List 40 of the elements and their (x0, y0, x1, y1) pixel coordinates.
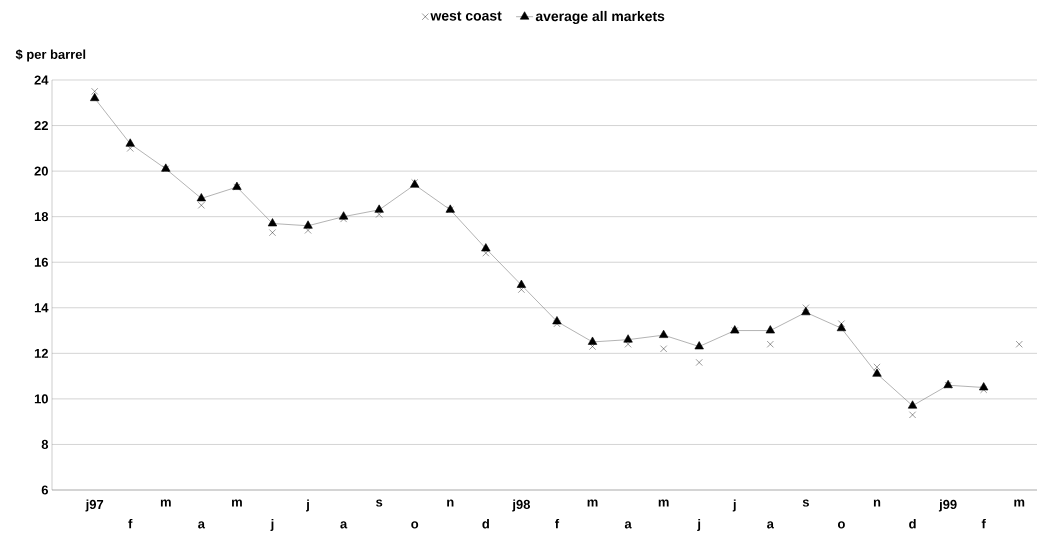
x-tick-label: j99 (938, 499, 957, 512)
y-axis-title: $ per barrel (15, 49, 86, 62)
x-tick-label: m (1014, 499, 1025, 507)
y-tick-label: 12 (34, 348, 48, 358)
legend-label: average all markets (535, 10, 665, 24)
legend-label: west coast (430, 11, 502, 21)
y-tick-label: 18 (34, 212, 49, 222)
x-tick-label: j (732, 499, 736, 512)
y-tick-label: 6 (41, 485, 49, 495)
x-tick-label: f (981, 518, 986, 529)
x-tick-label: j (697, 518, 701, 531)
x-tick-label: j (270, 518, 274, 531)
x-tick-label: m (658, 499, 669, 507)
x-tick-label: o (411, 521, 419, 529)
y-tick-label: 8 (41, 439, 49, 450)
y-tick-label: 16 (34, 257, 49, 267)
x-tick-label: j97 (85, 499, 104, 512)
x-tick-label: a (198, 521, 206, 529)
x-tick-label: j (306, 499, 309, 512)
x-tick-label: a (767, 521, 774, 529)
x-tick-label: n (873, 499, 881, 507)
x-tick-label: m (232, 499, 242, 507)
y-tick-label: 24 (34, 75, 49, 85)
x-tick-label: j98 (512, 499, 530, 512)
y-tick-label: 20 (34, 166, 48, 176)
x-tick-label: f (128, 518, 133, 529)
x-tick-label: d (909, 518, 916, 529)
x-tick-label: o (837, 521, 845, 529)
x-tick-label: d (482, 518, 489, 529)
y-tick-label: 10 (34, 394, 48, 404)
x-tick-label: f (555, 518, 560, 529)
x-tick-label: n (447, 499, 454, 507)
x-tick-label: a (624, 521, 632, 529)
x-tick-label: m (160, 499, 171, 507)
x-tick-label: s (802, 499, 809, 507)
x-tick-label: m (587, 499, 598, 507)
x-tick-label: a (340, 521, 348, 529)
y-tick-label: 22 (34, 121, 48, 131)
y-tick-label: 14 (34, 303, 49, 313)
x-tick-label: s (376, 499, 383, 507)
